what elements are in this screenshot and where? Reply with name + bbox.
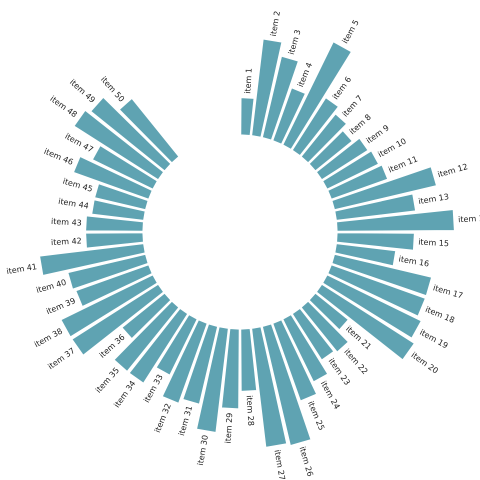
- bar-label-item-7: item 7: [341, 94, 365, 119]
- bar-item-18: [326, 263, 427, 318]
- bar-label-item-11: item 11: [387, 154, 419, 174]
- bar-item-13: [334, 193, 417, 222]
- bar-item-22: [300, 300, 350, 354]
- bar-item-26: [261, 323, 312, 447]
- bar-label-item-24: item 24: [319, 379, 342, 410]
- bar-item-37: [70, 283, 165, 357]
- bar-item-23: [291, 307, 335, 362]
- bar-item-19: [321, 273, 423, 340]
- bar-item-11: [326, 164, 389, 201]
- bar-item-12: [331, 165, 438, 211]
- bar-item-24: [281, 313, 329, 383]
- bar-label-item-15: item 15: [418, 238, 449, 249]
- bar-label-item-49: item 49: [68, 78, 97, 105]
- bar-label-item-39: item 39: [45, 296, 77, 316]
- bar-item-46: [72, 155, 154, 201]
- bar-item-47: [91, 144, 159, 191]
- bar-label-item-26: item 26: [298, 446, 315, 478]
- bar-label-item-37: item 37: [46, 346, 76, 371]
- bar-label-item-18: item 18: [424, 305, 456, 325]
- bar-item-15: [335, 232, 416, 252]
- bar-item-4: [271, 86, 307, 146]
- bar-item-50: [118, 97, 180, 164]
- bar-item-17: [331, 253, 433, 297]
- bar-label-item-43: item 43: [51, 217, 82, 228]
- bar-label-item-25: item 25: [306, 400, 326, 432]
- bar-item-9: [315, 137, 370, 181]
- bar-label-item-20: item 20: [409, 350, 439, 375]
- bars-layer: [38, 38, 456, 449]
- bar-label-item-35: item 35: [94, 366, 121, 395]
- bar-label-item-30: item 30: [196, 434, 210, 466]
- bar-item-45: [93, 182, 149, 211]
- bar-item-27: [250, 326, 288, 449]
- bar-item-29: [220, 327, 240, 410]
- bar-label-item-3: item 3: [287, 29, 303, 56]
- bar-label-item-28: item 28: [245, 395, 256, 426]
- bar-label-item-31: item 31: [177, 405, 194, 437]
- bar-label-item-13: item 13: [418, 192, 450, 206]
- bar-item-31: [181, 323, 219, 406]
- bar-item-1: [240, 96, 255, 137]
- bar-item-38: [60, 273, 159, 338]
- bar-item-10: [321, 149, 380, 191]
- bar-label-item-23: item 23: [327, 357, 352, 387]
- bar-label-item-14: item 14: [458, 214, 480, 225]
- bar-item-25: [271, 318, 318, 402]
- bar-label-item-27: item 27: [273, 449, 287, 480]
- bar-label-item-41: item 41: [6, 262, 38, 276]
- bar-label-item-4: item 4: [296, 61, 314, 88]
- bar-item-2: [250, 38, 283, 138]
- bar-label-item-22: item 22: [342, 347, 369, 376]
- bar-item-35: [113, 300, 180, 373]
- bar-item-32: [161, 318, 209, 405]
- bar-item-20: [315, 283, 416, 361]
- bar-item-30: [195, 326, 230, 434]
- bar-label-item-29: item 29: [224, 412, 235, 443]
- bar-item-8: [308, 129, 354, 172]
- bar-label-item-42: item 42: [51, 236, 82, 247]
- bar-item-33: [155, 313, 199, 377]
- bar-item-34: [128, 307, 189, 385]
- bar-item-3: [261, 55, 300, 141]
- bar-item-14: [335, 208, 456, 232]
- bar-label-item-5: item 5: [341, 18, 361, 45]
- bar-item-5: [281, 40, 353, 151]
- bar-label-item-38: item 38: [33, 327, 64, 350]
- bar-label-item-10: item 10: [377, 136, 408, 159]
- bar-item-36: [120, 292, 172, 340]
- bar-label-item-9: item 9: [365, 123, 391, 145]
- bar-item-40: [66, 253, 149, 291]
- bar-item-44: [90, 198, 146, 222]
- bar-item-42: [84, 232, 145, 249]
- bar-label-item-8: item 8: [348, 113, 373, 137]
- bar-item-48: [73, 109, 165, 181]
- bar-label-item-19: item 19: [418, 328, 449, 351]
- bar-item-16: [334, 242, 397, 267]
- bar-label-item-34: item 34: [112, 379, 137, 409]
- bar-item-6: [291, 96, 340, 157]
- bar-label-item-40: item 40: [35, 278, 67, 295]
- bar-item-21: [308, 292, 350, 331]
- bar-label-item-12: item 12: [437, 162, 469, 179]
- bar-label-item-45: item 45: [62, 177, 94, 194]
- bar-item-49: [89, 96, 172, 172]
- bar-label-item-48: item 48: [48, 94, 78, 119]
- bar-label-item-2: item 2: [269, 10, 282, 37]
- bar-label-item-16: item 16: [398, 255, 430, 269]
- bar-label-item-32: item 32: [153, 402, 173, 434]
- bar-item-43: [84, 215, 145, 232]
- bar-item-39: [74, 263, 154, 308]
- bar-item-7: [300, 112, 348, 164]
- bar-item-28: [240, 327, 258, 393]
- bar-label-item-44: item 44: [58, 197, 90, 211]
- bar-label-item-17: item 17: [432, 283, 464, 300]
- bar-label-item-46: item 46: [43, 147, 75, 167]
- bar-item-41: [38, 242, 146, 277]
- bar-label-item-1: item 1: [243, 68, 253, 94]
